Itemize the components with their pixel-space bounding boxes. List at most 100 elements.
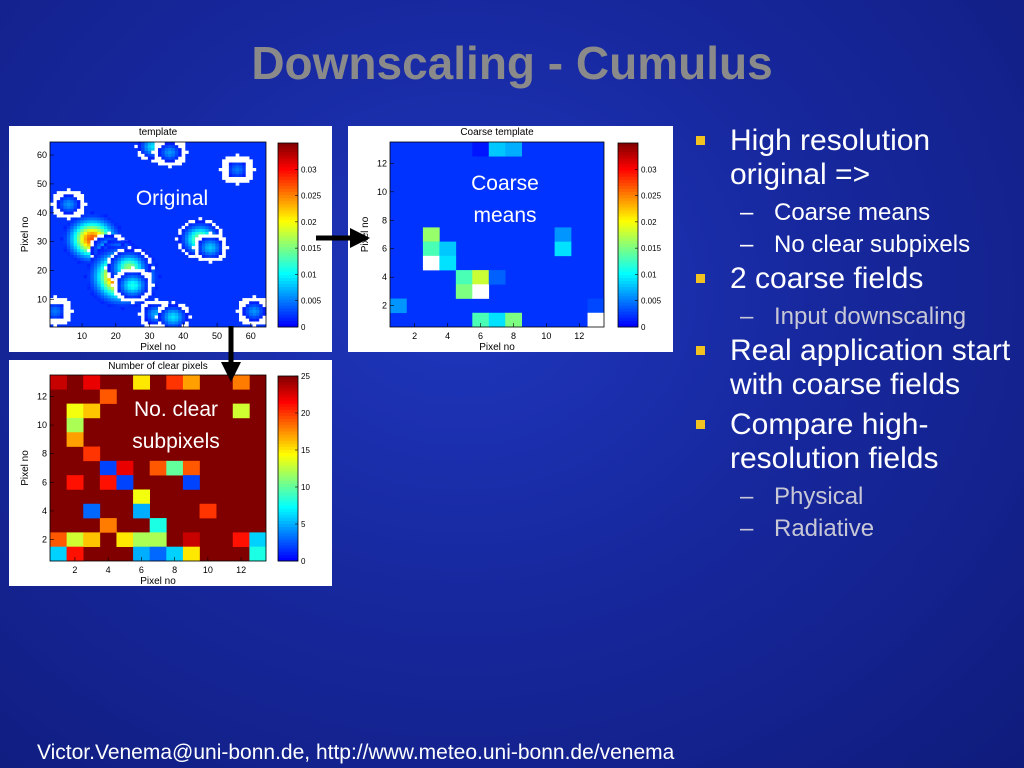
heatmap-cell [174,142,179,146]
heatmap-cell [252,324,257,328]
heatmap-cell [188,225,193,230]
heatmap-cell [147,312,152,316]
heatmap-cell [149,546,167,562]
heatmap-cell [245,162,250,166]
heatmap-cell [127,272,132,276]
heatmap-cell [212,228,216,232]
colorbar-segment [278,299,298,303]
heatmap-cell [83,254,88,258]
heatmap-cell [110,269,115,273]
heatmap-cell [117,254,122,258]
heatmap-cell [133,503,150,519]
colorbar-segment [278,314,298,319]
heatmap-cell [110,231,115,235]
x-tick-label: 2 [412,331,417,341]
colorbar-segment [278,247,298,251]
heatmap-cell [147,286,152,290]
colorbar-tick-label: 5 [301,520,306,529]
heatmap-cell [181,150,186,154]
heatmap-cell [249,315,253,319]
heatmap-cell [53,315,58,319]
heatmap-cell [73,243,78,247]
heatmap-cell [117,228,122,232]
heatmap-cell [83,532,101,547]
heatmap-cell [245,321,250,325]
heatmap-cell [147,289,152,293]
heatmap-cell [505,142,522,157]
heatmap-cell [228,156,233,160]
heatmap-cell [161,303,166,308]
heatmap-cell [66,312,71,316]
heatmap-cell [131,260,135,264]
heatmap-cell [188,220,193,224]
heatmap-cell [232,532,250,547]
heatmap-cell [171,318,176,322]
heatmap-cell [178,142,182,146]
clear-pixels-panel: Number of clear pixels 2 4 6 8 10 12 12 10 8 6 4 2 Pi… [9,360,332,586]
heatmap-cell [166,546,184,562]
heatmap-cell [144,266,149,270]
heatmap-cell [90,248,95,253]
heatmap-cell [201,237,206,241]
heatmap-cell [245,170,250,175]
heatmap-cell [87,243,91,247]
heatmap-cell [185,315,189,319]
heatmap-cell [218,251,223,256]
heatmap-cell [117,251,122,256]
heatmap-cell [104,251,108,256]
heatmap-cell [188,222,193,227]
heatmap-cell [201,257,206,261]
heatmap-cell [195,225,199,230]
footer-contact: Victor.Venema@uni-bonn.de, http://www.me… [37,741,675,764]
colorbar-segment [618,204,638,208]
y-tick-label: 4 [382,272,387,282]
heatmap-cell [168,159,172,163]
heatmap-cell [93,234,98,238]
heatmap-cell [117,260,122,264]
heatmap-cell [131,243,135,247]
colorbar-tick-label: 0.005 [301,297,322,306]
heatmap-cell [56,211,61,215]
heatmap-cell [141,274,145,279]
heatmap-cell [50,318,54,322]
heatmap-cell [127,240,132,244]
heatmap-cell [83,234,88,238]
colorbar-segment [278,179,298,184]
heatmap-cell [255,306,260,310]
heatmap-cell [245,165,250,169]
colorbar-tick-label: 0.02 [641,218,657,227]
heatmap-cell [181,306,186,310]
heatmap-cell [181,312,186,316]
heatmap-cell [455,270,473,285]
colorbar-segment [618,231,638,236]
colorbar-segment [278,189,298,193]
heatmap-cell [77,222,81,227]
heatmap-cell [171,309,176,313]
heatmap-cell [63,240,68,244]
heatmap-cell [127,243,132,247]
heatmap-cell [154,274,159,279]
heatmap-cell [107,286,112,290]
heatmap-cell [151,283,155,287]
heatmap-cell [114,295,118,299]
heatmap-cell [137,286,142,290]
heatmap-cell [249,312,253,316]
heatmap-cell [127,248,132,253]
heatmap-cell [66,188,71,192]
heatmap-cell [117,246,122,250]
heatmap-cell [80,208,85,212]
heatmap-cell [185,240,189,244]
heatmap-cell [218,254,223,258]
heatmap-cell [104,266,108,270]
heatmap-cell [181,248,186,253]
heatmap-cell [188,234,193,238]
heatmap-cell [151,309,155,313]
heatmap-cell [252,309,257,313]
heatmap-cell [181,309,186,313]
colorbar-segment [278,253,298,257]
heatmap-cell [198,231,203,235]
dash-icon: – [740,231,754,258]
colorbar-segment [278,527,298,531]
heatmap-cell [73,199,78,204]
heatmap-cell [131,289,135,293]
